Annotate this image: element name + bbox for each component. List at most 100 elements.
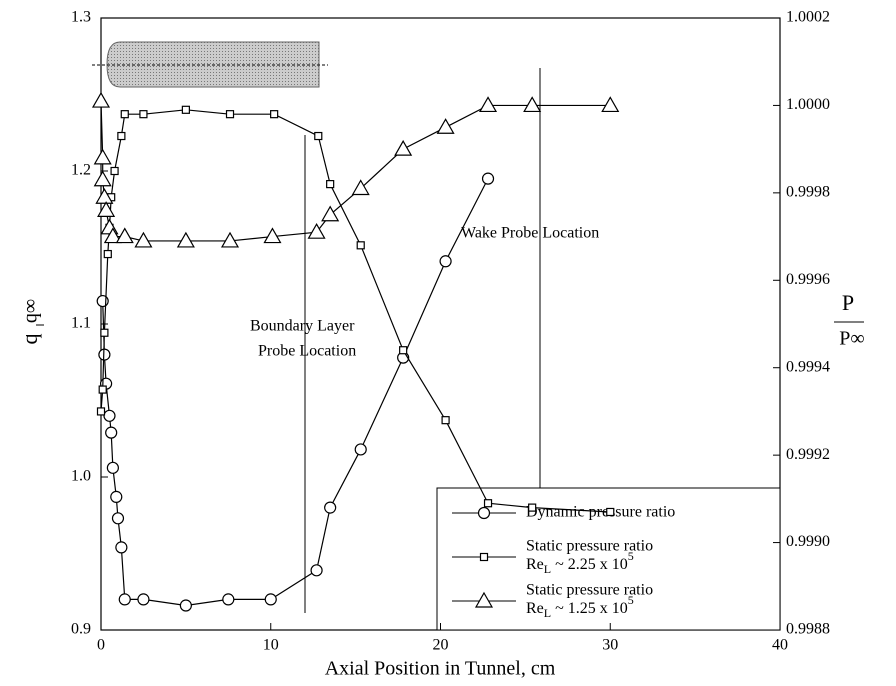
x-tick-label: 10 [263, 637, 279, 654]
series-line [100, 101, 611, 242]
x-tick-label: 20 [433, 637, 449, 654]
y-axis-label: q [17, 334, 42, 345]
y-tick-label: 1.0 [71, 468, 91, 485]
legend-note-part: Re [526, 600, 544, 617]
marker [93, 170, 112, 187]
marker [321, 205, 340, 222]
marker [134, 231, 153, 248]
marker [103, 227, 122, 244]
legend-note-part: 5 [628, 549, 634, 563]
x-tick-label: 40 [772, 637, 788, 654]
y2-tick-label: 0.9994 [786, 358, 830, 375]
marker [96, 294, 109, 308]
marker [326, 180, 335, 189]
marker [264, 593, 277, 606]
marker [356, 241, 365, 250]
series-line [102, 178, 489, 607]
legend-note-part: L [544, 606, 551, 620]
marker [483, 499, 493, 508]
marker [106, 461, 119, 474]
marker [103, 249, 112, 259]
annotation: Probe Location [258, 343, 356, 360]
marker [307, 222, 326, 239]
y-axis-label: q∞ [20, 299, 42, 323]
y-tick-label: 1.3 [71, 9, 91, 26]
marker [115, 227, 134, 244]
marker [477, 506, 491, 520]
marker [139, 110, 148, 119]
marker [222, 593, 235, 606]
marker [354, 443, 367, 456]
marker [110, 166, 119, 176]
marker [439, 255, 452, 268]
legend-note-part: ~ 1.25 x 10 [551, 600, 628, 617]
marker [351, 179, 370, 196]
marker [270, 110, 279, 119]
marker [528, 503, 537, 512]
marker [310, 564, 323, 577]
marker [441, 416, 450, 425]
x-tick-label: 30 [602, 637, 618, 654]
marker [96, 407, 106, 416]
y-tick-label: 0.9 [71, 621, 91, 638]
marker [314, 131, 323, 141]
y2-tick-label: 0.9996 [786, 271, 830, 288]
marker [176, 231, 195, 248]
annotation: Boundary Layer [250, 318, 355, 335]
marker [601, 96, 620, 113]
marker [117, 131, 126, 141]
y-tick-label: 1.1 [71, 315, 91, 332]
marker [111, 512, 125, 525]
marker [179, 599, 192, 612]
marker [478, 96, 498, 113]
legend-label: Dynamic pressure ratio [526, 504, 675, 521]
marker [263, 227, 282, 244]
y2-tick-label: 0.9992 [786, 446, 830, 463]
marker [95, 188, 114, 204]
marker [98, 385, 107, 394]
y2-tick-label: 0.9988 [786, 621, 830, 638]
legend-note-part: 5 [628, 593, 634, 607]
legend-note-part: Re [526, 556, 544, 573]
marker [97, 201, 116, 217]
x-tick-label: 0 [97, 637, 105, 654]
x-axis-label: Axial Position in Tunnel, cm [325, 658, 556, 680]
marker [105, 426, 118, 439]
marker [399, 346, 408, 355]
y2-tick-label: 1.0000 [786, 96, 830, 113]
marker [100, 328, 109, 337]
marker [394, 139, 413, 156]
legend-note-part: ~ 2.25 x 10 [551, 556, 628, 573]
marker [606, 507, 615, 517]
marker [523, 96, 542, 113]
marker [118, 593, 131, 606]
marker [474, 591, 494, 608]
marker [481, 172, 495, 185]
y-tick-label: 1.2 [71, 162, 91, 179]
y2-tick-label: 1.0002 [786, 9, 830, 26]
marker [436, 118, 455, 134]
y2-tick-label: 0.9990 [786, 533, 830, 550]
marker [181, 105, 190, 114]
marker [479, 552, 489, 562]
marker [110, 490, 123, 503]
marker [220, 231, 240, 248]
marker [137, 593, 150, 606]
y2-axis-label: P [842, 290, 854, 315]
marker [93, 148, 112, 165]
marker [324, 501, 337, 514]
marker [120, 110, 129, 119]
legend-note: ReL ~ 1.25 x 105 [526, 593, 634, 620]
marker [103, 409, 116, 422]
marker [115, 541, 128, 554]
y2-axis-label: P∞ [839, 328, 864, 350]
marker [225, 110, 235, 119]
annotation: Wake Probe Location [461, 225, 599, 242]
legend-note: ReL ~ 2.25 x 105 [526, 549, 634, 576]
legend-note-part: L [544, 562, 551, 576]
legend-label: Static pressure ratio [526, 582, 653, 599]
legend-label: Static pressure ratio [526, 538, 653, 555]
marker [91, 91, 111, 108]
y2-tick-label: 0.9998 [786, 184, 830, 201]
